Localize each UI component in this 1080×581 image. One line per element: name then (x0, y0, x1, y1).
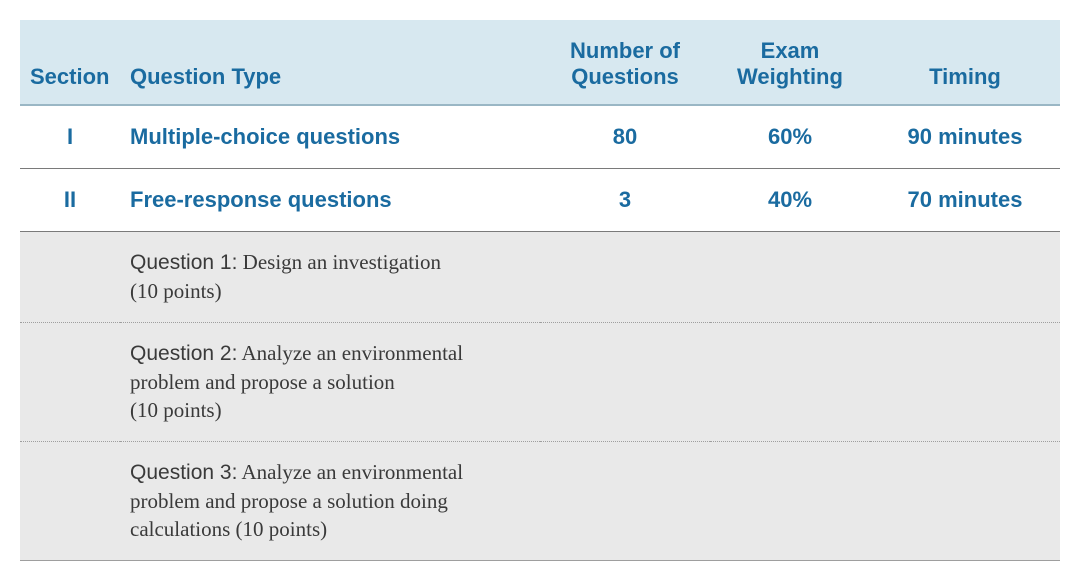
detail-blank (20, 322, 120, 441)
detail-row: Question 3: Analyze an environmental pro… (20, 441, 1060, 560)
col-header-weight-line2: Weighting (737, 64, 843, 89)
detail-label: Question 1: (130, 251, 237, 274)
cell-num: 80 (540, 105, 710, 169)
col-header-section: Section (20, 20, 120, 105)
col-header-num-questions: Number of Questions (540, 20, 710, 105)
table-row: I Multiple-choice questions 80 60% 90 mi… (20, 105, 1060, 169)
cell-qtype: Multiple-choice questions (120, 105, 540, 169)
detail-cell: Question 2: Analyze an environmental pro… (120, 322, 1060, 441)
table-row: II Free-response questions 3 40% 70 minu… (20, 169, 1060, 232)
cell-section: II (20, 169, 120, 232)
detail-label: Question 2: (130, 342, 237, 365)
cell-num: 3 (540, 169, 710, 232)
detail-label: Question 3: (130, 461, 237, 484)
col-header-weighting: Exam Weighting (710, 20, 870, 105)
exam-structure-table: Section Question Type Number of Question… (20, 20, 1060, 561)
cell-timing: 90 minutes (870, 105, 1060, 169)
col-header-weight-line1: Exam (761, 38, 820, 63)
col-header-num-line1: Number of (570, 38, 680, 63)
col-header-timing: Timing (870, 20, 1060, 105)
cell-timing: 70 minutes (870, 169, 1060, 232)
cell-section: I (20, 105, 120, 169)
cell-qtype: Free-response questions (120, 169, 540, 232)
col-header-question-type: Question Type (120, 20, 540, 105)
detail-row: Question 1: Design an investigation (10 … (20, 232, 1060, 323)
detail-blank (20, 232, 120, 323)
col-header-num-line2: Questions (571, 64, 679, 89)
detail-points: (10 points) (130, 398, 222, 422)
detail-cell: Question 1: Design an investigation (10 … (120, 232, 1060, 323)
detail-points: (10 points) (130, 279, 222, 303)
detail-row: Question 2: Analyze an environmental pro… (20, 322, 1060, 441)
cell-weight: 60% (710, 105, 870, 169)
table-header-row: Section Question Type Number of Question… (20, 20, 1060, 105)
detail-cell: Question 3: Analyze an environmental pro… (120, 441, 1060, 560)
detail-desc: Design an investigation (243, 250, 441, 274)
cell-weight: 40% (710, 169, 870, 232)
detail-blank (20, 441, 120, 560)
detail-points: (10 points) (236, 517, 328, 541)
